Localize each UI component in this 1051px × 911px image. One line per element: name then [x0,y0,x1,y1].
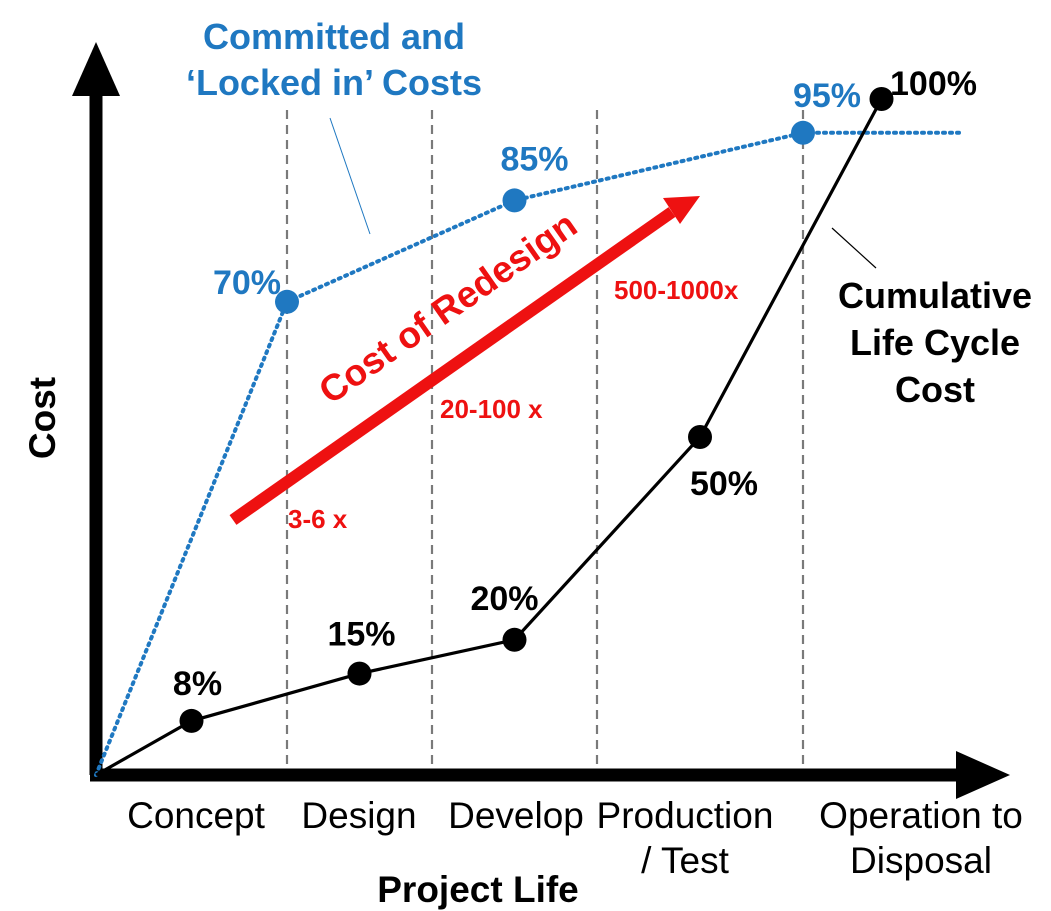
phase-label: Production [597,795,774,836]
cost-of-redesign-annotation: Cost of Redesign 3-6 x 20-100 x 500-1000… [229,196,739,534]
redesign-arrowhead [663,196,700,224]
phase-label: Concept [127,795,266,836]
point-value-label: 85% [500,140,568,178]
cumulative-title-line: Life Cycle [850,322,1020,363]
phase-label: Design [301,795,416,836]
y-axis-arrowhead [72,42,120,96]
multiplier-design: 3-6 x [288,504,348,534]
cumulative-point [502,627,527,652]
x-axis-arrowhead [956,751,1010,799]
committed-title-line: ‘Locked in’ Costs [186,62,482,103]
cumulative-cost-line [95,98,883,777]
series-layer: 70% 85% 95% 8% 15% 20% 50% 100% [94,65,977,777]
cumulative-title-leader [831,227,877,269]
redesign-arrow-shaft [229,207,676,525]
x-axis-title: Project Life [377,869,579,910]
phase-label: Operation to [819,795,1023,836]
cumulative-point [869,87,894,111]
committed-point [502,188,527,213]
cumulative-title-line: Cumulative [838,275,1032,316]
point-value-label: 50% [690,465,758,503]
point-value-label: 8% [173,665,222,703]
phase-label: Develop [448,795,584,836]
committed-point [791,120,815,145]
cumulative-title-line: Cost [895,369,975,410]
phase-labels: Concept Design Develop Production/ Test Oper… [127,795,1023,881]
cumulative-point [347,661,372,686]
cumulative-point [688,425,712,449]
committed-title-line: Committed and [203,16,465,57]
committed-costs-line [94,130,805,777]
committed-title-leader [329,117,371,235]
point-value-label: 15% [327,616,395,654]
cumulative-cost-title: Cumulative Life Cycle Cost [838,275,1032,410]
phase-label: / Test [641,840,729,881]
axes [72,42,1010,799]
multiplier-develop: 20-100 x [440,394,543,424]
cumulative-point [179,708,204,733]
point-value-label: 100% [890,65,977,103]
point-value-label: 20% [470,580,538,618]
committed-costs-title: Committed and ‘Locked in’ Costs [186,16,482,103]
point-value-label: 70% [213,264,281,302]
phase-label: Disposal [850,840,992,881]
point-value-label: 95% [793,77,861,115]
multiplier-production: 500-1000x [614,275,739,305]
committed-point [275,289,299,314]
y-axis-title: Cost [22,377,63,459]
